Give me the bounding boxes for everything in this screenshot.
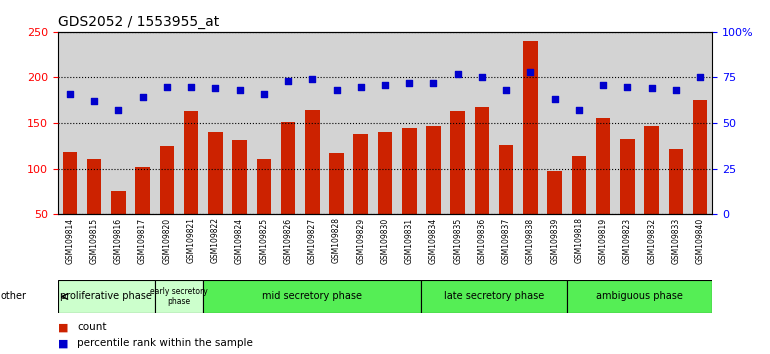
Text: count: count [77,322,106,332]
Text: mid secretory phase: mid secretory phase [263,291,362,302]
Text: GSM109832: GSM109832 [647,217,656,264]
Text: GSM109825: GSM109825 [259,217,268,264]
Point [597,82,609,87]
Point [548,97,561,102]
Bar [58,280,155,313]
Point [476,75,488,80]
Text: GSM109837: GSM109837 [502,217,511,264]
Point [112,107,125,113]
Text: early secretory
phase: early secretory phase [150,287,208,306]
Point [524,69,537,75]
Bar [571,156,586,214]
Point [355,84,367,89]
Bar [208,132,223,214]
Text: GSM109817: GSM109817 [138,217,147,264]
Text: GSM109815: GSM109815 [89,217,99,264]
Point [621,84,634,89]
Point [330,87,343,93]
Bar [159,146,174,214]
Bar [87,159,102,214]
Bar [203,280,421,313]
Text: GSM109833: GSM109833 [671,217,681,264]
Text: GSM109840: GSM109840 [695,217,705,264]
Text: GSM109819: GSM109819 [598,217,608,264]
Point [694,75,706,80]
Bar [233,140,247,214]
Text: GSM109831: GSM109831 [405,217,413,264]
Point [233,87,246,93]
Point [209,86,222,91]
Bar [402,127,417,214]
Bar [427,126,440,214]
Bar [499,145,514,214]
Text: GSM109839: GSM109839 [551,217,559,264]
Point [88,98,100,104]
Bar [136,167,150,214]
Text: ■: ■ [58,322,69,332]
Text: other: other [1,291,27,302]
Point [500,87,512,93]
Text: GSM109821: GSM109821 [186,217,196,263]
Bar [111,192,126,214]
Text: GSM109827: GSM109827 [308,217,316,264]
Point [136,95,149,100]
Bar [668,149,683,214]
Text: GSM109829: GSM109829 [357,217,365,264]
Bar [567,280,712,313]
Bar [474,107,489,214]
Text: GDS2052 / 1553955_at: GDS2052 / 1553955_at [58,16,219,29]
Point [451,71,464,76]
Bar [62,152,77,214]
Text: GSM109823: GSM109823 [623,217,632,264]
Bar [596,119,611,214]
Text: late secretory phase: late secretory phase [444,291,544,302]
Bar [693,100,708,214]
Bar [155,280,203,313]
Bar [378,132,392,214]
Text: GSM109834: GSM109834 [429,217,438,264]
Text: GSM109816: GSM109816 [114,217,123,264]
Bar [620,139,634,214]
Point [161,84,173,89]
Point [258,91,270,97]
Text: GSM109818: GSM109818 [574,217,584,263]
Point [379,82,391,87]
Bar [305,110,320,214]
Text: GSM109835: GSM109835 [454,217,462,264]
Text: GSM109836: GSM109836 [477,217,487,264]
Text: GSM109814: GSM109814 [65,217,75,264]
Point [64,91,76,97]
Text: ■: ■ [58,338,69,348]
Point [645,86,658,91]
Text: proliferative phase: proliferative phase [60,291,152,302]
Point [670,87,682,93]
Point [403,80,415,86]
Bar [184,111,199,214]
Bar [644,126,659,214]
Bar [547,171,562,214]
Point [185,84,197,89]
Point [306,76,319,82]
Text: GSM109820: GSM109820 [162,217,172,264]
Text: GSM109826: GSM109826 [283,217,293,264]
Point [427,80,440,86]
Text: ambiguous phase: ambiguous phase [596,291,683,302]
Point [573,107,585,113]
Bar [256,159,271,214]
Text: GSM109830: GSM109830 [380,217,390,264]
Bar [353,134,368,214]
Bar [281,122,296,214]
Bar [523,41,537,214]
Text: GSM109828: GSM109828 [332,217,341,263]
Text: GSM109822: GSM109822 [211,217,219,263]
Text: percentile rank within the sample: percentile rank within the sample [77,338,253,348]
Bar [450,111,465,214]
Bar [421,280,567,313]
Bar [330,153,343,214]
Text: GSM109838: GSM109838 [526,217,535,264]
Text: GSM109824: GSM109824 [235,217,244,264]
Point [282,78,294,84]
